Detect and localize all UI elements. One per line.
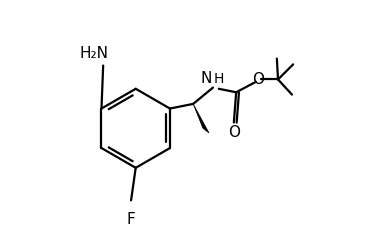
Text: O: O — [228, 125, 240, 140]
Polygon shape — [193, 104, 209, 133]
Text: H₂N: H₂N — [80, 46, 109, 61]
Text: N: N — [200, 71, 212, 86]
Text: H: H — [214, 72, 224, 86]
Text: F: F — [127, 212, 136, 227]
Text: O: O — [252, 72, 264, 87]
